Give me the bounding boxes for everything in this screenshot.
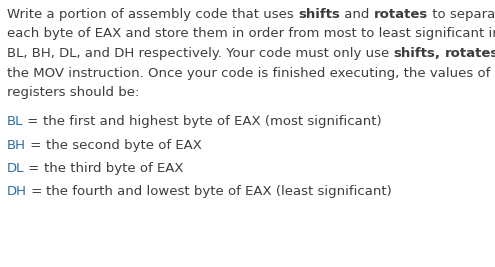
Text: each byte of EAX and store them in order from most to least significant in: each byte of EAX and store them in order…	[7, 28, 495, 41]
Text: the MOV instruction. Once your code is finished executing, the values of the: the MOV instruction. Once your code is f…	[7, 66, 495, 80]
Text: the first and highest byte of EAX (most significant): the first and highest byte of EAX (most …	[43, 116, 382, 128]
Text: Write a portion of assembly code that uses: Write a portion of assembly code that us…	[7, 8, 298, 21]
Text: =: =	[27, 184, 47, 198]
Text: =: =	[24, 162, 44, 175]
Text: DL: DL	[7, 162, 24, 175]
Text: the second byte of EAX: the second byte of EAX	[46, 139, 201, 151]
Text: rotates: rotates	[445, 47, 495, 60]
Text: and: and	[340, 8, 374, 21]
Text: DH: DH	[7, 184, 27, 198]
Text: rotates: rotates	[374, 8, 428, 21]
Text: =: =	[26, 139, 46, 151]
Text: shifts,: shifts,	[394, 47, 441, 60]
Text: registers should be:: registers should be:	[7, 86, 140, 99]
Text: BL, BH, DL, and DH respectively. Your code must only use: BL, BH, DL, and DH respectively. Your co…	[7, 47, 394, 60]
Text: BH: BH	[7, 139, 26, 151]
Text: =: =	[23, 116, 43, 128]
Text: the third byte of EAX: the third byte of EAX	[44, 162, 183, 175]
Text: to separate: to separate	[428, 8, 495, 21]
Text: shifts: shifts	[298, 8, 340, 21]
Text: BL: BL	[7, 116, 23, 128]
Text: the fourth and lowest byte of EAX (least significant): the fourth and lowest byte of EAX (least…	[47, 184, 392, 198]
